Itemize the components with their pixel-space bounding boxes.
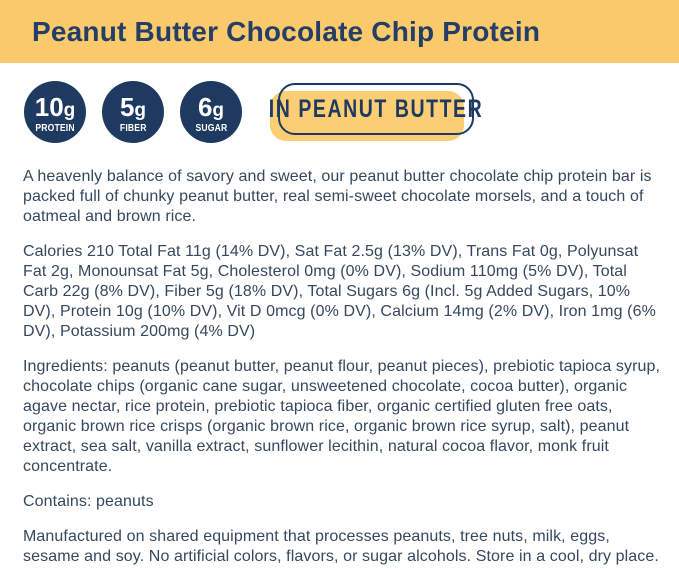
flavor-sticker: IN PEANUT BUTTER xyxy=(268,83,484,141)
description-text: A heavenly balance of savory and sweet, … xyxy=(23,168,652,225)
header-banner: Peanut Butter Chocolate Chip Protein xyxy=(0,0,679,63)
page-title: Peanut Butter Chocolate Chip Protein xyxy=(32,15,541,47)
ingredients-text: Ingredients: peanuts (peanut butter, pea… xyxy=(23,358,661,475)
protein-amount-number: 10 xyxy=(34,91,64,122)
protein-amount-unit: g xyxy=(63,99,76,121)
sugar-label: SUGAR xyxy=(195,121,227,134)
sugar-amount-unit: g xyxy=(212,99,225,121)
flavor-sticker-fill xyxy=(270,91,464,141)
contains-text: Contains: peanuts xyxy=(23,493,154,510)
nutrition-facts-text: Calories 210 Total Fat 11g (14% DV), Sat… xyxy=(23,243,656,340)
product-copy: A heavenly balance of savory and sweet, … xyxy=(0,144,679,567)
flavor-sticker-text: IN PEANUT BUTTER xyxy=(268,94,484,123)
flavor-sticker-outline xyxy=(278,83,474,135)
protein-label: PROTEIN xyxy=(35,121,75,134)
allergen-note-text: Manufactured on shared equipment that pr… xyxy=(23,528,659,565)
protein-amount: 10 g xyxy=(35,94,76,120)
fiber-label: FIBER xyxy=(119,121,147,134)
protein-stat-badge: 10 g PROTEIN xyxy=(24,81,86,143)
fiber-amount-unit: g xyxy=(134,99,147,121)
fiber-amount-number: 5 xyxy=(119,91,135,122)
sugar-amount-number: 6 xyxy=(197,91,213,122)
